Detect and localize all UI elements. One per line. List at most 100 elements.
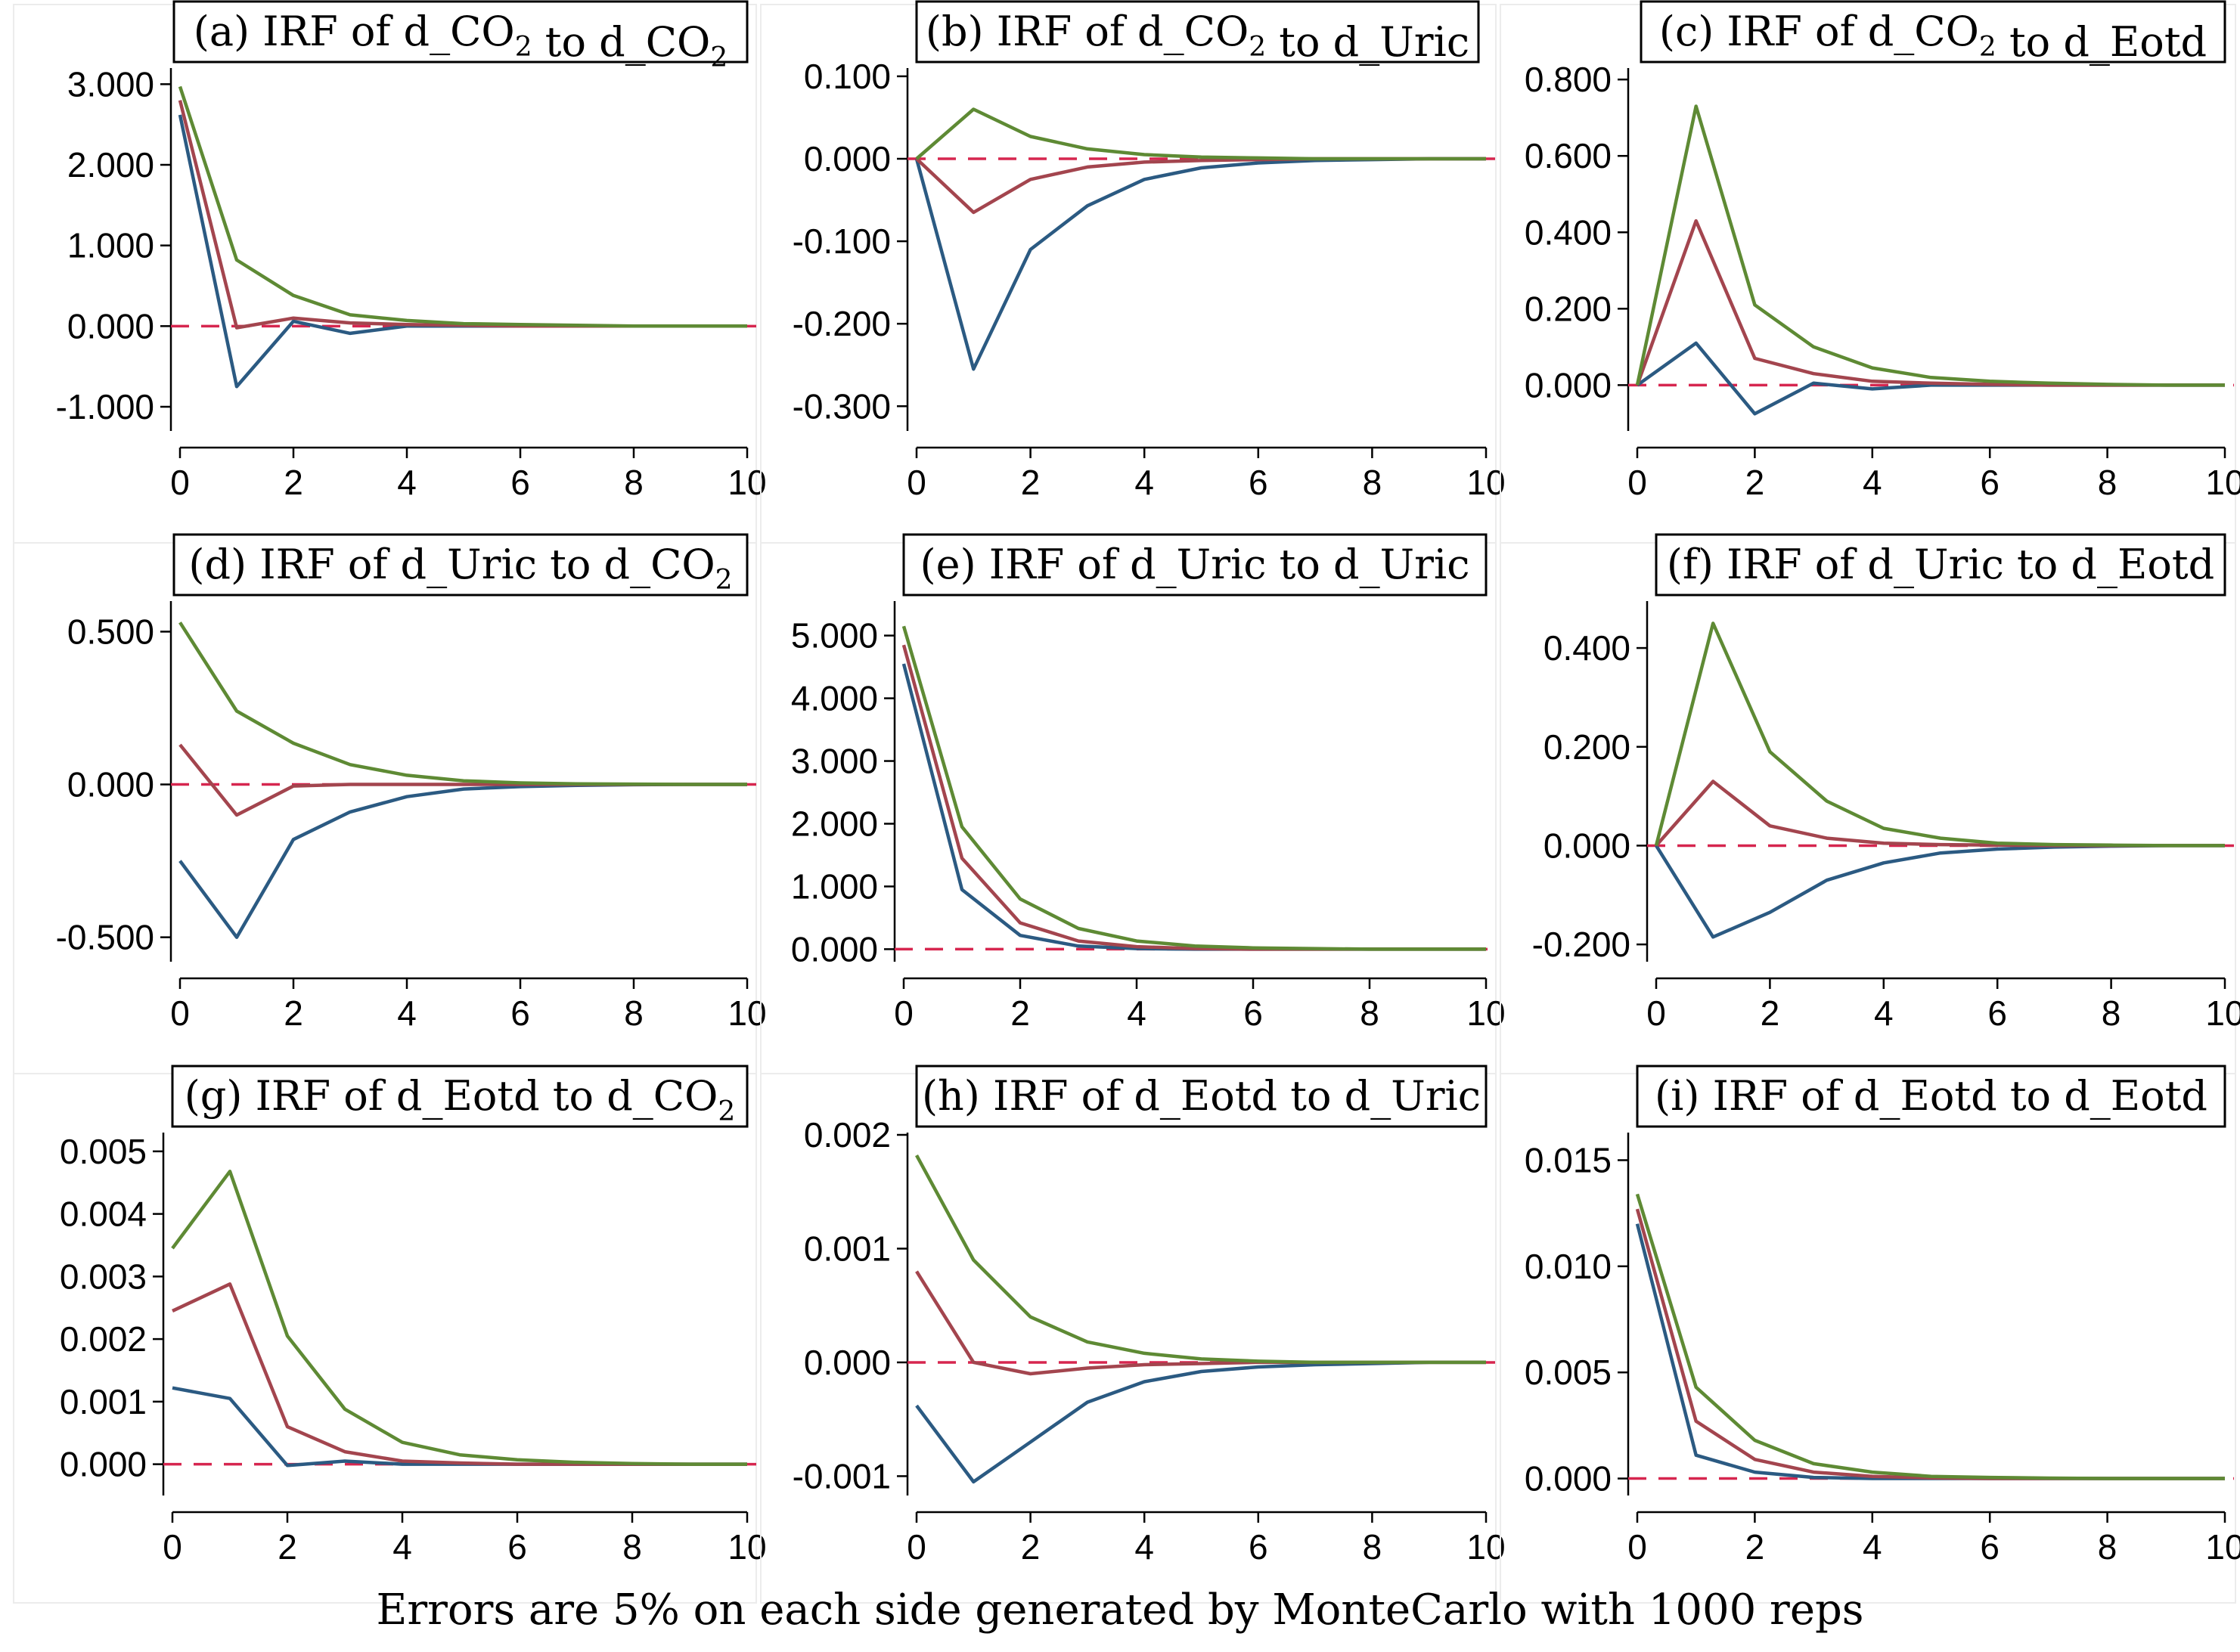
x-tick-label: 2 (1761, 993, 1780, 1033)
panel-title: (f) IRF of d_Uric to d_Eotd (1667, 541, 2214, 588)
y-tick-label: 0.600 (1525, 136, 1612, 175)
panel-title-box (1655, 533, 2226, 597)
x-tick-label: 6 (507, 1527, 527, 1567)
x-tick-label: 2 (1745, 463, 1765, 502)
x-tick-label: 0 (907, 1527, 926, 1567)
x-tick-label: 2 (284, 993, 303, 1033)
title-text: to d_CO (532, 18, 711, 66)
y-tick-label: 2.000 (67, 145, 154, 184)
series-line-upper (901, 625, 1486, 951)
y-tick-label: 0.000 (791, 929, 878, 969)
x-tick-label: 0 (170, 463, 190, 502)
x-tick-label: 8 (2098, 463, 2117, 502)
y-tick-label: 3.000 (67, 64, 154, 104)
panel-title-box (172, 533, 749, 597)
y-tick-label: 0.000 (60, 1445, 147, 1484)
y-tick-label: 0.000 (67, 765, 154, 804)
x-tick-label: 6 (1980, 1527, 2000, 1567)
y-tick-label: 0.005 (60, 1132, 147, 1171)
series-line-upper (1654, 621, 2225, 848)
y-tick-label: 4.000 (791, 679, 878, 718)
x-tick-label: 10 (1466, 1527, 1505, 1567)
x-tick-label: 8 (2098, 1527, 2117, 1567)
title-subscript: 2 (715, 565, 733, 596)
x-tick-label: 6 (1980, 463, 2000, 502)
y-tick-label: -0.200 (793, 304, 891, 343)
y-tick-label: -1.000 (56, 387, 154, 426)
panel-title-box (172, 0, 749, 64)
title-text: (b) IRF of d_CO (926, 8, 1249, 55)
panel-title: (h) IRF of d_Eotd to d_Uric (922, 1072, 1481, 1120)
x-tick-label: 0 (170, 993, 190, 1033)
series-line-upper (171, 1170, 747, 1466)
series-line-lower (915, 1360, 1486, 1484)
x-tick-label: 2 (1745, 1527, 1765, 1567)
panel-title-box (1636, 1065, 2226, 1128)
y-tick-label: 2.000 (791, 804, 878, 843)
title-text: to d_Eotd (1996, 18, 2207, 66)
y-tick-label: 0.400 (1543, 628, 1630, 668)
x-tick-label: 8 (624, 463, 644, 502)
title-text: (d) IRF of d_Uric to d_CO (188, 541, 715, 588)
title-text: (a) IRF of d_CO (194, 8, 515, 55)
irf-panel: (a) IRF of d_CO2 to d_CO23.0002.0001.000… (13, 0, 767, 544)
y-tick-label: 0.005 (1525, 1353, 1612, 1392)
x-tick-label: 6 (1249, 1527, 1268, 1567)
y-tick-label: 0.003 (60, 1257, 147, 1296)
x-tick-label: 8 (1363, 463, 1382, 502)
x-tick-label: 4 (1134, 1527, 1154, 1567)
title-text: (h) IRF of d_Eotd to d_Uric (922, 1072, 1481, 1120)
panel-title-box (915, 0, 1480, 64)
y-tick-label: 0.015 (1525, 1140, 1612, 1179)
y-tick-label: -0.100 (793, 222, 891, 261)
x-tick-label: 4 (397, 993, 417, 1033)
series-line-upper (915, 1155, 1486, 1365)
panel-title: (e) IRF of d_Uric to d_Uric (920, 541, 1470, 588)
y-tick-label: 1.000 (791, 866, 878, 906)
x-tick-label: 4 (397, 463, 417, 502)
series-line-irf (1635, 219, 2225, 387)
y-tick-label: -0.200 (1532, 925, 1630, 964)
x-tick-label: 4 (1874, 993, 1894, 1033)
series-line-irf (1655, 780, 2225, 848)
series-line-irf (901, 644, 1486, 951)
x-tick-label: 10 (2205, 1527, 2240, 1567)
y-tick-label: -0.300 (793, 386, 891, 426)
panel-title: (i) IRF of d_Eotd to d_Eotd (1655, 1072, 2207, 1120)
irf-panel: (g) IRF of d_Eotd to d_CO20.0050.0040.00… (13, 1065, 767, 1604)
x-tick-label: 4 (1863, 1527, 1882, 1567)
y-tick-label: 0.000 (67, 306, 154, 346)
series-line-lower (178, 783, 747, 939)
irf-panel: (i) IRF of d_Eotd to d_Eotd 0.015 0.010 0.0… (1500, 1065, 2240, 1604)
x-tick-label: 6 (510, 993, 530, 1033)
x-tick-label: 2 (1021, 463, 1041, 502)
x-tick-label: 0 (1627, 1527, 1647, 1567)
irf-panel: (d) IRF of d_Uric to d_CO20.5000.000-0.5… (13, 533, 767, 1074)
title-text: (c) IRF of d_CO (1659, 8, 1979, 55)
title-text: (g) IRF of d_Eotd to d_CO (185, 1072, 718, 1120)
x-tick-label: 4 (1863, 463, 1882, 502)
y-tick-label: 0.000 (1525, 365, 1612, 404)
panel-title: (a) IRF of d_CO2 to d_CO2 (194, 8, 728, 73)
series-line-irf (1635, 1208, 2225, 1480)
panel-title-box (915, 1065, 1488, 1128)
series-line-irf (172, 1282, 747, 1466)
y-tick-label: 0.010 (1525, 1247, 1612, 1286)
x-tick-label: 4 (1127, 993, 1146, 1033)
y-tick-label: 0.001 (60, 1382, 147, 1421)
panel-title-box (902, 533, 1488, 597)
x-tick-label: 0 (1627, 463, 1647, 502)
x-tick-label: 6 (1987, 993, 2007, 1033)
x-tick-label: 4 (1134, 463, 1154, 502)
figure-caption: Errors are 5% on each side generated by … (376, 1585, 1863, 1635)
y-tick-label: 0.400 (1525, 212, 1612, 252)
y-tick-label: -0.001 (793, 1456, 891, 1495)
irf-panel: (b) IRF of d_CO2 to d_Uric0.1000.000-0.1… (760, 0, 1506, 544)
panel-title: (c) IRF of d_CO2 to d_Eotd (1659, 8, 2207, 66)
y-tick-label: 0.200 (1525, 289, 1612, 328)
irf-panel: (f) IRF of d_Uric to d_Eotd 0.400 0.200 0.0… (1500, 533, 2240, 1074)
series-line-upper (178, 85, 747, 328)
y-tick-label: 0.500 (67, 612, 154, 651)
x-tick-label: 0 (163, 1527, 182, 1567)
y-tick-label: 5.000 (791, 616, 878, 656)
